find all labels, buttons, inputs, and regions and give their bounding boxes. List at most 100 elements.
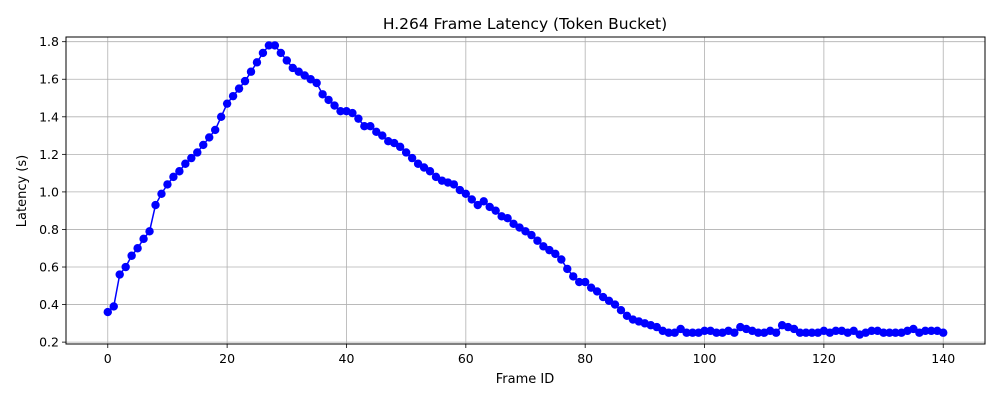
data-point [891, 328, 900, 337]
data-point [390, 138, 399, 148]
x-tick-label: 140 [931, 351, 955, 366]
data-point [831, 326, 841, 336]
data-point [575, 277, 584, 287]
x-tick-label: 100 [693, 351, 717, 366]
data-point [551, 249, 560, 259]
data-point [151, 200, 160, 210]
data-point [121, 262, 130, 272]
data-point [879, 328, 888, 337]
data-point [849, 326, 858, 336]
data-point [205, 133, 214, 142]
data-point [700, 326, 709, 336]
data-point [407, 153, 417, 163]
data-point [109, 302, 118, 311]
data-point [145, 227, 154, 236]
data-point [909, 324, 918, 334]
x-tick-label: 60 [458, 351, 474, 366]
data-point [431, 172, 441, 182]
data-point [193, 148, 202, 157]
data-point [258, 48, 268, 58]
data-point [240, 76, 250, 86]
data-point [539, 242, 548, 251]
data-point [163, 180, 172, 189]
data-point [670, 328, 679, 337]
data-point [330, 101, 339, 110]
data-point [336, 106, 345, 116]
data-point [264, 41, 274, 50]
data-point [288, 63, 297, 73]
data-point [199, 140, 208, 150]
data-point [592, 287, 602, 296]
data-point [509, 219, 518, 229]
x-tick-label: 40 [339, 351, 355, 366]
y-axis-label: Latency (s) [15, 155, 30, 227]
data-point [569, 272, 578, 281]
data-point [139, 234, 148, 244]
data-point [730, 328, 739, 337]
y-tick-label: 0.2 [39, 335, 59, 350]
x-ticks: 0 20 40 60 80 100 120 140 [104, 344, 955, 366]
x-tick-label: 0 [104, 351, 112, 366]
plot-frame [65, 36, 986, 345]
data-point [598, 292, 608, 302]
data-point [616, 306, 626, 315]
data-point [473, 200, 482, 210]
y-ticks: 0.2 0.4 0.6 0.8 1.0 1.2 1.4 1.6 1.8 [39, 34, 66, 350]
y-tick-label: 0.8 [39, 222, 59, 237]
data-point [712, 328, 721, 337]
data-point [688, 328, 697, 337]
series-layer [103, 41, 948, 339]
y-tick-label: 0.4 [39, 297, 59, 312]
data-point [801, 328, 811, 337]
data-point [401, 148, 411, 157]
y-tick-label: 1.8 [39, 34, 59, 49]
data-point [216, 112, 226, 122]
data-point [169, 172, 178, 182]
chart-title: H.264 Frame Latency (Token Bucket) [383, 15, 667, 33]
data-point [652, 322, 661, 332]
data-point [127, 251, 136, 260]
data-point [885, 328, 894, 337]
data-point [246, 67, 256, 76]
data-point [395, 142, 405, 152]
data-point [939, 328, 948, 337]
data-point [467, 195, 476, 204]
data-point [455, 185, 465, 195]
data-point [234, 84, 244, 93]
data-point [413, 159, 423, 168]
data-point [187, 153, 196, 163]
data-point [360, 121, 369, 131]
data-point [228, 91, 238, 101]
data-point [604, 296, 614, 306]
data-point [867, 326, 876, 336]
data-point [807, 328, 817, 337]
data-point [795, 328, 805, 337]
data-point [252, 58, 262, 67]
data-point [318, 90, 327, 99]
data-point [294, 67, 303, 76]
data-point [348, 108, 357, 118]
data-point [927, 326, 936, 336]
data-point [222, 99, 232, 108]
data-point [210, 125, 220, 135]
data-point [324, 95, 333, 105]
data-point [378, 131, 387, 140]
data-point [563, 264, 572, 274]
data-point [580, 277, 590, 287]
data-point [789, 324, 799, 334]
data-point [771, 328, 781, 337]
x-tick-label: 20 [219, 351, 235, 366]
data-point [586, 283, 596, 292]
data-point [181, 159, 190, 168]
data-point [282, 56, 291, 65]
data-point [372, 127, 381, 137]
data-point [503, 213, 512, 223]
y-tick-label: 0.6 [39, 260, 59, 275]
data-point [485, 202, 494, 212]
data-point [527, 230, 536, 240]
data-point [754, 328, 763, 337]
y-tick-label: 1.2 [39, 147, 59, 162]
data-point [306, 75, 315, 84]
data-point [103, 307, 112, 317]
data-point [425, 167, 435, 176]
